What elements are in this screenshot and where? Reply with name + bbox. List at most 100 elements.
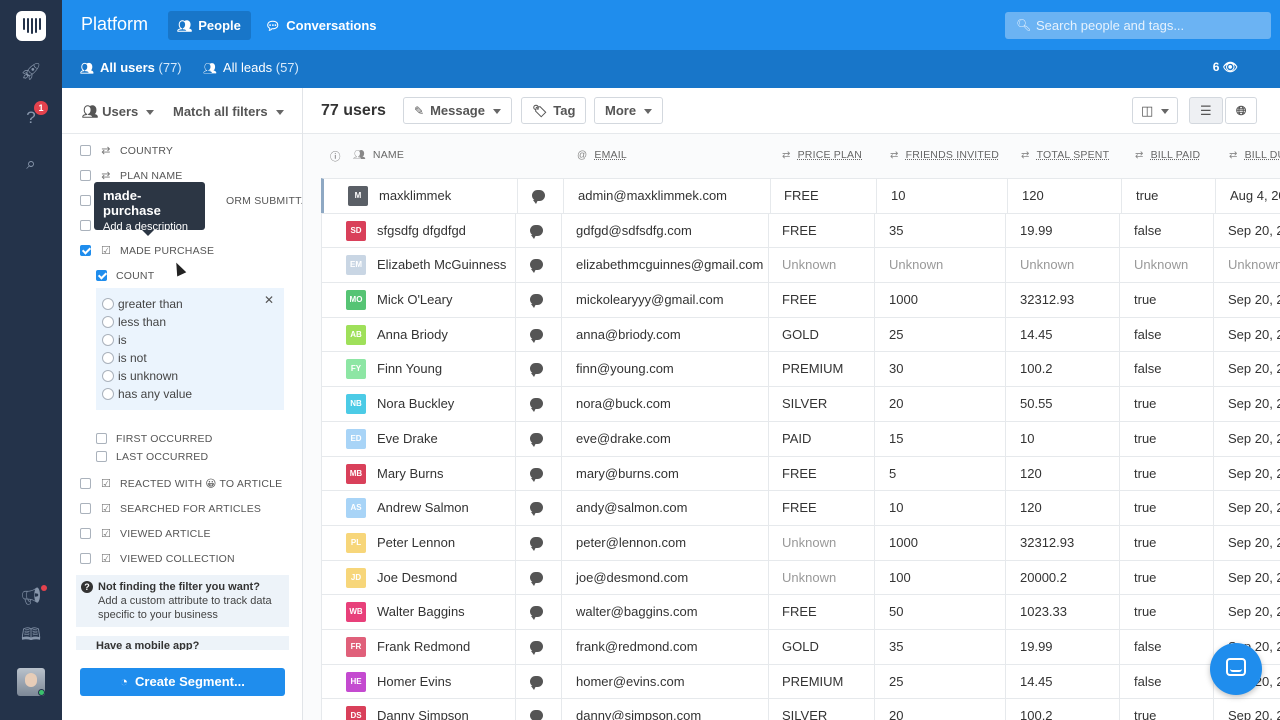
column-email[interactable]: @ EMAIL [577, 149, 627, 161]
column-bill-paid[interactable]: ⇄ BILL PAID [1135, 149, 1201, 161]
column-friends-invited[interactable]: ⇄ FRIENDS INVITED [890, 149, 1000, 161]
conversation-icon[interactable] [530, 640, 543, 655]
filter-viewed-article[interactable]: ☑ VIEWED ARTICLE [80, 525, 211, 543]
list-view-button[interactable]: ☰ [1189, 97, 1223, 124]
cell-name[interactable]: Nora Buckley [377, 396, 455, 412]
megaphone-icon[interactable]: 📢︎ [20, 587, 42, 606]
table-row[interactable]: AB Anna Briody anna@briody.com GOLD 25 14.45 f… [321, 316, 1280, 352]
conversation-icon[interactable] [530, 536, 543, 551]
nav-people[interactable]: 👥︎ People [168, 11, 251, 40]
search-box-icon[interactable]: ⌕ [26, 154, 36, 173]
filter-hidden[interactable] [80, 217, 100, 235]
conversation-icon[interactable] [530, 259, 543, 274]
conversation-icon[interactable] [530, 502, 543, 517]
cell-name[interactable]: sfgsdfg dfgdfgd [377, 222, 466, 238]
operator-has-any-value[interactable]: has any value [102, 387, 192, 401]
user-avatar[interactable] [17, 668, 45, 696]
book-icon[interactable]: 🕮 [20, 625, 42, 644]
tab-all-leads[interactable]: 👥︎ All leads (57) [203, 60, 299, 75]
nav-conversations[interactable]: 💬︎ Conversations [265, 18, 377, 33]
table-row[interactable]: ED Eve Drake eve@drake.com PAID 15 10 true Sep … [321, 420, 1280, 456]
rocket-icon[interactable]: 🚀︎ [20, 62, 42, 81]
filter-first-occurred[interactable]: FIRST OCCURRED [96, 430, 213, 448]
conversation-icon[interactable] [530, 675, 543, 690]
map-view-button[interactable]: 🌐︎ [1225, 97, 1258, 124]
messenger-launcher-icon[interactable] [1210, 643, 1262, 695]
table-row[interactable]: AS Andrew Salmon andy@salmon.com FREE 10 120 t… [321, 490, 1280, 525]
match-filters-dropdown[interactable]: Match all filters [173, 104, 284, 119]
cell-name[interactable]: Danny Simpson [377, 708, 469, 720]
close-icon[interactable]: ✕ [263, 293, 274, 307]
cell-name[interactable]: Joe Desmond [377, 569, 458, 585]
table-row[interactable]: FR Frank Redmond frank@redmond.com GOLD 35 19… [321, 628, 1280, 664]
cell-name[interactable]: Walter Baggins [377, 604, 465, 620]
filter-country[interactable]: ⇄ COUNTRY [80, 142, 173, 160]
operator-less-than[interactable]: less than [102, 315, 166, 329]
conversation-icon[interactable] [530, 294, 543, 309]
filter-last-occurred[interactable]: LAST OCCURRED [96, 448, 208, 466]
cell-name[interactable]: Anna Briody [377, 326, 448, 342]
table-row[interactable]: DS Danny Simpson danny@simpson.com SILVER 20… [321, 698, 1280, 720]
info-icon[interactable]: ⓘ [330, 151, 341, 163]
conversation-icon[interactable] [530, 398, 543, 413]
viewers-indicator[interactable]: 6 👁︎ [1212, 60, 1238, 74]
checkbox-checked[interactable] [80, 245, 91, 256]
tab-all-users[interactable]: 👥︎ All users (77) [80, 60, 182, 75]
conversation-icon[interactable] [530, 710, 543, 720]
cell-name[interactable]: Elizabeth McGuinness [377, 257, 507, 273]
conversation-icon[interactable] [530, 328, 543, 343]
table-row[interactable]: EM Elizabeth McGuinness elizabethmcguinnes… [321, 247, 1280, 283]
cell-name[interactable]: Peter Lennon [377, 534, 456, 550]
cell-name[interactable]: maxklimmek [379, 188, 452, 203]
more-button[interactable]: More [594, 97, 664, 124]
app-logo-icon[interactable] [16, 11, 46, 41]
table-row[interactable]: WB Walter Baggins walter@baggins.com FREE 50… [321, 594, 1280, 629]
filter-count[interactable]: COUNT [96, 267, 154, 285]
table-row[interactable]: JD Joe Desmond joe@desmond.com Unknown 100 20… [321, 559, 1280, 595]
create-segment-button[interactable]: ◔ Create Segment... [80, 668, 285, 696]
help-icon[interactable]: ? [26, 108, 36, 127]
column-bill-due[interactable]: ⇄BILL DU [1229, 149, 1280, 161]
cell-name[interactable]: Homer Evins [377, 673, 452, 689]
message-button[interactable]: ✎ Message [403, 97, 512, 124]
conversation-icon[interactable] [530, 571, 543, 586]
filter-viewed-collection[interactable]: ☑ VIEWED COLLECTION [80, 550, 235, 568]
users-dropdown[interactable]: 👥︎ Users [82, 104, 155, 120]
operator-greater-than[interactable]: greater than [102, 297, 183, 311]
operator-is-not[interactable]: is not [102, 351, 147, 365]
cell-name[interactable]: Andrew Salmon [377, 500, 469, 516]
conversation-icon[interactable] [530, 224, 543, 239]
cell-name[interactable]: Eve Drake [377, 430, 438, 446]
filter-reacted-article[interactable]: ☑ REACTED WITH 😀 TO ARTICLE [80, 475, 282, 493]
conversation-icon[interactable] [530, 432, 543, 447]
tag-button[interactable]: 🏷︎ Tag [521, 97, 587, 124]
cell-name[interactable]: Finn Young [377, 361, 443, 377]
table-row[interactable]: MO Mick O'Leary mickolearyyy@gmail.com FREE… [321, 282, 1280, 317]
add-description-link[interactable]: Add a description [103, 221, 188, 233]
table-row[interactable]: NB Nora Buckley nora@buck.com SILVER 20 50.55… [321, 386, 1280, 421]
operator-is-unknown[interactable]: is unknown [102, 369, 178, 383]
search-input[interactable]: 🔍︎ Search people and tags... [1005, 12, 1271, 39]
conversation-icon[interactable] [530, 363, 543, 378]
table-row[interactable]: MB Mary Burns mary@burns.com FREE 5 120 true Se… [321, 455, 1280, 491]
filter-searched-articles[interactable]: ☑ SEARCHED FOR ARTICLES [80, 500, 261, 518]
conversation-icon[interactable] [532, 190, 545, 204]
cell-name[interactable]: Mary Burns [377, 465, 444, 481]
cell-name[interactable]: Frank Redmond [377, 638, 471, 654]
conversation-icon[interactable] [530, 606, 543, 621]
column-price-plan[interactable]: ⇄ PRICE PLAN [782, 149, 863, 161]
mobile-app-box[interactable]: Have a mobile app? [76, 636, 289, 650]
table-row[interactable]: FY Finn Young finn@young.com PREMIUM 30 100.2… [321, 351, 1280, 387]
filter-made-purchase[interactable]: ☑ MADE PURCHASE [80, 242, 214, 260]
column-name[interactable]: 👥︎ NAME [353, 149, 405, 161]
filter-form-submitted[interactable]: ORM SUBMITT... [226, 195, 303, 207]
column-total-spent[interactable]: ⇄ TOTAL SPENT [1021, 149, 1110, 161]
table-row[interactable]: HE Homer Evins homer@evins.com PREMIUM 25 14.… [321, 663, 1280, 699]
table-row[interactable]: PL Peter Lennon peter@lennon.com Unknown 100… [321, 524, 1280, 560]
conversation-icon[interactable] [530, 467, 543, 482]
operator-is[interactable]: is [102, 333, 127, 347]
table-row[interactable]: SD sfgsdfg dfgdfgd gdfgd@sdfsdfg.com FREE 35… [321, 212, 1280, 248]
filter-plan-name[interactable]: ⇄ PLAN NAME [80, 167, 182, 185]
cell-name[interactable]: Mick O'Leary [377, 292, 453, 308]
